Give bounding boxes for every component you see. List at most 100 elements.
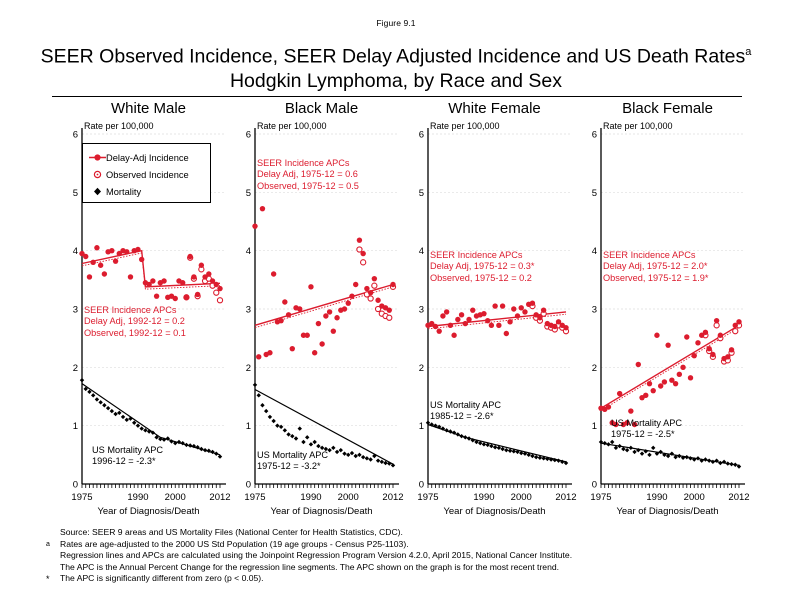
footnote-text: The APC is the Annual Percent Change for… <box>60 561 560 572</box>
incidence-apc-annotation: SEER Incidence APCs Delay Adj, 1975-12 = … <box>257 158 359 192</box>
svg-text:2000: 2000 <box>684 492 705 503</box>
legend-item-delay-adj: Delay-Adj Incidence <box>89 149 204 166</box>
svg-text:1990: 1990 <box>300 492 321 503</box>
mortality-apc-heading: US Mortality APC <box>430 400 501 410</box>
incidence-apc-heading: SEER Incidence APCs <box>257 158 350 168</box>
legend-label-mortality: Mortality <box>106 186 142 197</box>
title-line-1-text: SEER Observed Incidence, SEER Delay Adju… <box>40 45 746 68</box>
panel-title: Black Male <box>284 100 359 117</box>
svg-text:4: 4 <box>592 246 597 257</box>
title-footnote-marker: a <box>745 46 752 58</box>
svg-text:1: 1 <box>419 421 424 432</box>
svg-text:3: 3 <box>419 305 424 316</box>
footnote-marker: * <box>46 574 50 585</box>
footnote-row: * The APC is significantly different from… <box>44 573 784 585</box>
svg-text:1990: 1990 <box>646 492 667 503</box>
mortality-apc-annotation: US Mortality APC 1975-12 = -2.5* <box>611 418 682 441</box>
mortality-apc-value: 1985-12 = -2.6* <box>430 411 494 422</box>
svg-text:1990: 1990 <box>473 492 494 503</box>
y-axis-unit-label: Rate per 100,000 <box>430 121 500 131</box>
incidence-apc-heading: SEER Incidence APCs <box>430 250 523 260</box>
panel-title: White Male <box>110 100 187 117</box>
footnote-row: Regression lines and APCs are calculated… <box>44 550 784 562</box>
mortality-apc-annotation: US Mortality APC 1975-12 = -3.2* <box>257 450 328 473</box>
x-axis-label: Year of Diagnosis/Death <box>616 506 719 517</box>
footnote-marker: a <box>46 540 50 548</box>
footnote-text: The APC is significantly different from … <box>60 573 264 584</box>
footnote-text: Regression lines and APCs are calculated… <box>60 550 573 561</box>
chart-panel-white-female: White Female Rate per 100,000 0 1 2 3 4 5 6 1975 1… <box>408 100 581 520</box>
svg-text:4: 4 <box>73 246 78 257</box>
incidence-apc-annotation: SEER Incidence APCs Delay Adj, 1975-12 = … <box>430 250 534 284</box>
mortality-apc-heading: US Mortality APC <box>257 450 328 460</box>
svg-text:1: 1 <box>246 421 251 432</box>
incidence-apc-observed: Observed, 1975-12 = 1.9* <box>603 272 709 283</box>
svg-text:6: 6 <box>73 130 78 141</box>
legend-label-observed: Observed Incidence <box>106 169 189 180</box>
svg-text:1990: 1990 <box>127 492 148 503</box>
svg-text:0: 0 <box>419 480 424 491</box>
svg-text:0: 0 <box>592 480 597 491</box>
svg-text:2012: 2012 <box>382 492 403 503</box>
svg-text:0: 0 <box>246 480 251 491</box>
header-divider <box>52 96 742 97</box>
mortality-apc-heading: US Mortality APC <box>611 418 682 428</box>
svg-text:5: 5 <box>419 188 424 199</box>
svg-text:5: 5 <box>246 188 251 199</box>
x-axis-label: Year of Diagnosis/Death <box>443 506 546 517</box>
footnote-text: Source: SEER 9 areas and US Mortality Fi… <box>60 527 403 537</box>
svg-text:1975: 1975 <box>71 492 92 503</box>
y-axis-unit-label: Rate per 100,000 <box>84 121 154 131</box>
mortality-apc-value: 1975-12 = -2.5* <box>611 429 675 440</box>
svg-text:1975: 1975 <box>244 492 265 503</box>
footnote-text: Rates are age-adjusted to the 2000 US St… <box>60 538 409 549</box>
svg-text:6: 6 <box>592 130 597 141</box>
svg-text:2: 2 <box>592 363 597 374</box>
svg-text:2000: 2000 <box>165 492 186 503</box>
incidence-apc-heading: SEER Incidence APCs <box>603 250 696 260</box>
chart-panel-black-male: Black Male Rate per 100,000 0 1 2 3 4 5 6 1975 199… <box>235 100 408 520</box>
svg-text:2000: 2000 <box>511 492 532 503</box>
svg-text:3: 3 <box>592 305 597 316</box>
svg-text:2012: 2012 <box>728 492 749 503</box>
svg-text:1: 1 <box>592 421 597 432</box>
plot-area: 0 1 2 3 4 5 6 1975 1990 2000 2012 <box>71 128 231 503</box>
svg-text:1975: 1975 <box>417 492 438 503</box>
plot-area: 0 1 2 3 4 5 6 1975 1990 2000 2012 <box>590 128 750 503</box>
incidence-apc-observed: Observed, 1992-12 = 0.1 <box>84 327 186 338</box>
plot-area: 0 1 2 3 4 5 6 1975 1990 2000 2012 <box>244 128 404 503</box>
incidence-apc-annotation: SEER Incidence APCs Delay Adj, 1992-12 = … <box>84 305 186 339</box>
svg-text:3: 3 <box>246 305 251 316</box>
plot-area: 0 1 2 3 4 5 6 1975 1990 2000 2012 <box>417 128 577 503</box>
panel-title: White Female <box>448 100 541 117</box>
svg-text:5: 5 <box>592 188 597 199</box>
title-line-2: Hodgkin Lymphoma, by Race and Sex <box>229 69 563 92</box>
figure-number: Figure 9.1 <box>376 18 416 28</box>
svg-text:1: 1 <box>73 421 78 432</box>
svg-text:6: 6 <box>246 130 251 141</box>
chart-legend: Delay-Adj Incidence Observed Incidence M… <box>82 143 211 203</box>
legend-item-mortality: Mortality <box>89 183 204 200</box>
svg-text:4: 4 <box>419 246 424 257</box>
incidence-apc-delay-adj: Delay Adj, 1975-12 = 0.3* <box>430 261 535 272</box>
incidence-apc-delay-adj: Delay Adj, 1975-12 = 0.6 <box>257 169 358 180</box>
footnote-row: Source: SEER 9 areas and US Mortality Fi… <box>44 527 784 539</box>
mortality-apc-value: 1996-12 = -2.3* <box>92 456 156 467</box>
filled-circle-line-icon <box>89 152 106 163</box>
mortality-apc-annotation: US Mortality APC 1996-12 = -2.3* <box>92 445 163 468</box>
footnotes: Source: SEER 9 areas and US Mortality Fi… <box>44 527 784 585</box>
panel-title: Black Female <box>622 100 713 117</box>
svg-text:0: 0 <box>73 480 78 491</box>
incidence-apc-delay-adj: Delay Adj, 1975-12 = 2.0* <box>603 261 708 272</box>
legend-label-delay-adj: Delay-Adj Incidence <box>106 152 189 163</box>
footnote-row: a Rates are age-adjusted to the 2000 US S… <box>44 539 784 551</box>
mortality-apc-heading: US Mortality APC <box>92 445 163 455</box>
mortality-apc-value: 1975-12 = -3.2* <box>257 461 321 472</box>
svg-text:2012: 2012 <box>555 492 576 503</box>
incidence-apc-observed: Observed, 1975-12 = 0.2 <box>430 272 532 283</box>
y-axis-unit-label: Rate per 100,000 <box>603 121 673 131</box>
svg-text:2: 2 <box>419 363 424 374</box>
svg-text:1975: 1975 <box>590 492 611 503</box>
incidence-apc-annotation: SEER Incidence APCs Delay Adj, 1975-12 = … <box>603 250 708 284</box>
x-axis-label: Year of Diagnosis/Death <box>270 506 373 517</box>
